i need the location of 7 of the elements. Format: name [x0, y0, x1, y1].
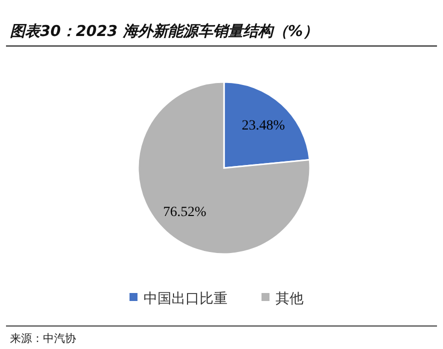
legend-label: 中国出口比重	[144, 290, 228, 307]
data-label: 76.52%	[163, 205, 207, 220]
source-note: 来源：中汽协	[10, 332, 76, 345]
legend-label: 其他	[276, 290, 304, 307]
data-label: 23.48%	[242, 118, 286, 134]
pie-slice	[137, 81, 311, 255]
chart-title: 图表30：2023 海外新能源车销量结构（%）	[10, 22, 318, 40]
